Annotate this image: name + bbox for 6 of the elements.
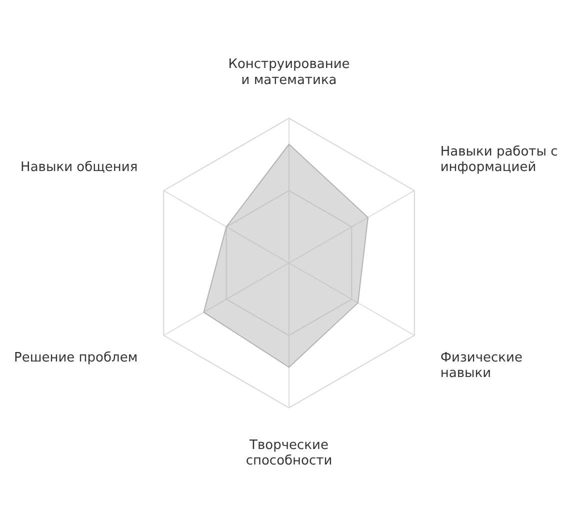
spoke-label: Навыки работы с информацией: [440, 144, 558, 176]
spoke-label: Решение проблем: [14, 350, 138, 366]
spoke-label: Творческие способности: [246, 438, 332, 469]
spoke-label: Навыки общения: [20, 160, 138, 176]
spoke-label: Физические навыки: [440, 350, 522, 382]
spoke-label: Конструирование и математика: [228, 57, 350, 88]
